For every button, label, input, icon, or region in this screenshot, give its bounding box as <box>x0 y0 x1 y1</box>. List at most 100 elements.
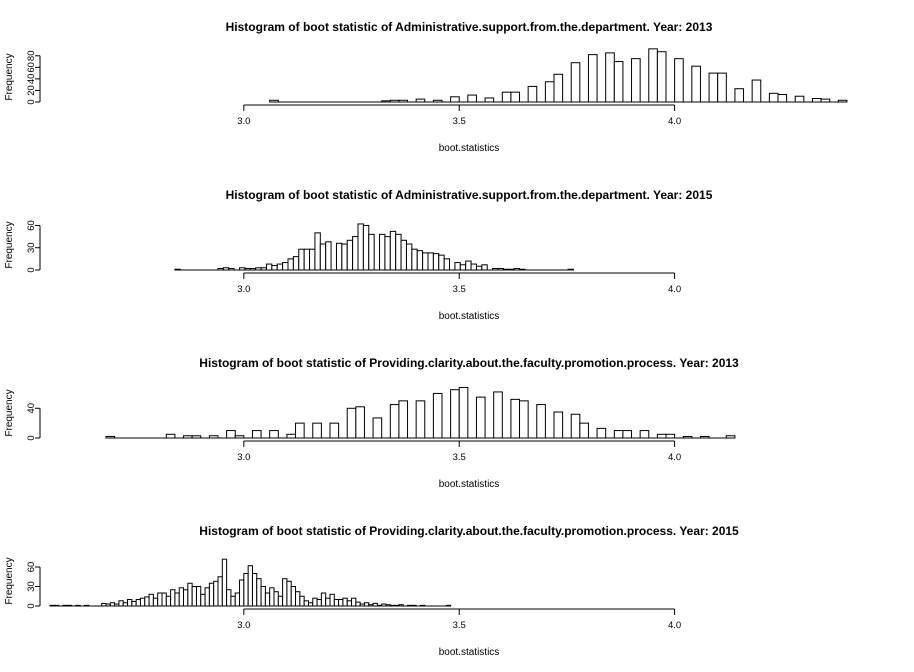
histogram-bar <box>553 73 564 103</box>
histogram-bar <box>385 604 391 607</box>
histogram-bar <box>217 268 224 271</box>
histogram-bar <box>269 99 279 103</box>
panel-3-xlabel: boot.statistics <box>439 479 500 490</box>
y-tick-label: 30 <box>26 581 37 592</box>
y-tick-label: 20 <box>26 85 37 96</box>
histogram-bar <box>83 604 90 607</box>
histogram-bar <box>407 604 413 607</box>
histogram-bar <box>465 260 472 271</box>
histogram-bar <box>105 603 111 607</box>
x-tick-label: 3.0 <box>237 284 250 295</box>
histogram-bar <box>127 599 133 607</box>
histogram-bar <box>299 595 305 607</box>
histogram-bar <box>411 604 417 607</box>
histogram-bar <box>400 239 407 271</box>
histogram-bar <box>346 239 354 271</box>
histogram-bar <box>346 407 357 439</box>
histogram-bar <box>497 268 504 271</box>
panel-1-ylabel: Frequency <box>4 53 15 100</box>
histogram-bar <box>492 268 499 271</box>
histogram-bar <box>415 98 426 103</box>
x-tick-label: 3.5 <box>453 452 466 463</box>
panel-1-xlabel: boot.statistics <box>439 143 500 154</box>
histogram-bar <box>699 436 710 439</box>
histogram-bar <box>251 430 262 439</box>
histogram-bar <box>101 602 107 607</box>
histogram-bar <box>287 258 294 271</box>
histogram-bar <box>481 264 488 271</box>
histogram-bar <box>282 578 288 607</box>
histogram-bar <box>470 263 477 271</box>
histogram-bar <box>544 81 555 103</box>
x-tick-label: 3.5 <box>453 284 466 295</box>
histogram-bar <box>536 404 546 439</box>
y-tick-label: 0 <box>26 603 37 608</box>
histogram-bar <box>613 430 624 439</box>
histogram-bar <box>389 604 396 607</box>
histogram-bar <box>144 596 150 607</box>
histogram-bar <box>475 396 486 439</box>
histogram-bar <box>295 422 305 439</box>
histogram-bar <box>161 592 167 607</box>
histogram-bar <box>510 91 521 103</box>
histogram-bar <box>734 88 745 103</box>
histogram-bar <box>312 597 318 607</box>
histogram-bar <box>309 248 316 271</box>
histogram-bar <box>131 600 137 607</box>
histogram-bar <box>329 422 340 439</box>
histogram-bar <box>656 51 667 103</box>
x-tick-label: 3.0 <box>237 452 250 463</box>
histogram-bar <box>217 576 223 607</box>
panel-3-axes: 3.0 3.5 4.0 0 40 <box>26 403 681 463</box>
histogram-bar <box>553 411 564 439</box>
histogram-bar <box>570 62 581 103</box>
histogram-bar <box>682 436 693 439</box>
histogram-bar <box>307 602 314 607</box>
histogram-bar <box>208 582 215 607</box>
histogram-bar <box>191 586 197 607</box>
histogram-bar <box>372 602 378 607</box>
histogram-bar <box>204 587 210 607</box>
histogram-bar <box>708 72 719 103</box>
histogram-bar <box>282 262 289 271</box>
histogram-bar <box>665 433 676 439</box>
histogram-bar <box>213 580 219 607</box>
histogram-panel-2: Histogram of boot statistic of Administr… <box>4 188 713 322</box>
histogram-bar <box>183 589 189 607</box>
histogram-bar <box>372 417 383 439</box>
histogram-bar <box>114 603 120 607</box>
histogram-bar <box>139 597 146 607</box>
histogram-bar <box>260 586 266 607</box>
histogram-bar <box>239 267 246 271</box>
histogram-bar <box>359 603 365 607</box>
histogram-bar <box>251 573 258 607</box>
panel-4-title: Histogram of boot statistic of Providing… <box>199 524 739 538</box>
histogram-bar <box>751 79 762 103</box>
panel-3-title: Histogram of boot statistic of Providing… <box>199 356 739 370</box>
histogram-bar <box>222 267 230 271</box>
y-tick-label: 0 <box>26 435 37 440</box>
histogram-bar <box>768 92 779 103</box>
histogram-bar <box>351 597 357 607</box>
x-tick-label: 4.0 <box>668 452 681 463</box>
histogram-bar <box>432 253 440 271</box>
histogram-bar <box>152 597 159 607</box>
histogram-bar <box>226 589 232 607</box>
histogram-bar <box>725 435 736 439</box>
histogram-bar <box>450 96 460 103</box>
histogram-bar <box>320 592 327 607</box>
histogram-bar <box>122 602 129 607</box>
histogram-bar <box>314 232 321 271</box>
histogram-bar <box>118 600 124 607</box>
histogram-bar <box>165 595 172 607</box>
histogram-bar <box>249 268 257 271</box>
histogram-bar <box>454 262 461 271</box>
y-tick-label: 0 <box>26 99 37 104</box>
histogram-bar <box>508 268 515 271</box>
histogram-bar <box>794 95 805 103</box>
histogram-bar <box>427 252 434 271</box>
histogram-bar <box>502 268 510 271</box>
panel-1-bars <box>269 48 848 103</box>
histogram-bar <box>656 433 667 439</box>
histogram-bar <box>422 252 429 271</box>
